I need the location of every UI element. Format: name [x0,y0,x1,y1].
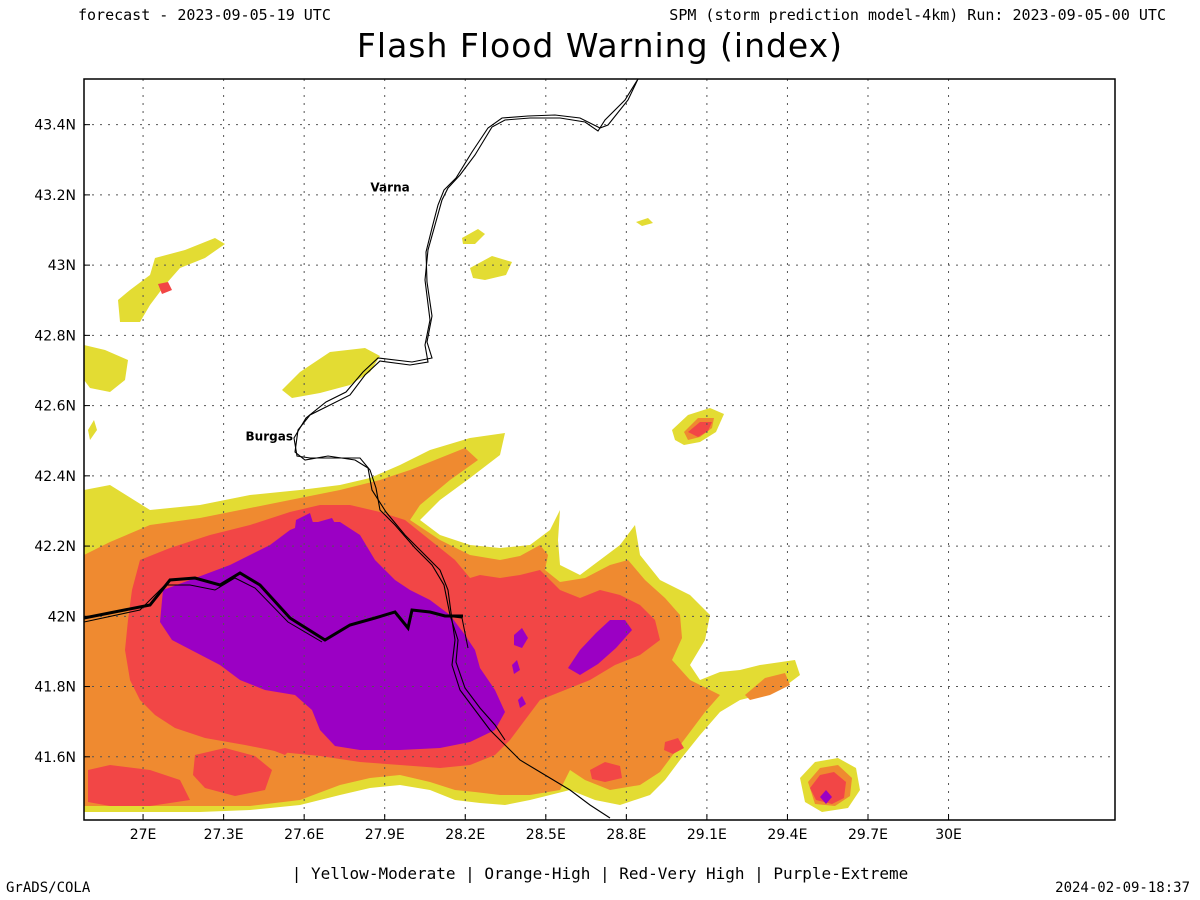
model-run-info: SPM (storm prediction model-4km) Run: 20… [669,6,1166,24]
very-high-zone-south-1 [88,765,190,806]
forecast-time: forecast - 2023-09-05-19 UTC [78,6,331,24]
map-grid [84,79,1115,820]
very-high-zone-south-2 [193,748,272,796]
software-credit: GrADS/COLA [6,880,91,896]
y-tick-label: 42.8N [34,328,76,344]
plot-frame [83,78,1116,821]
city-label-varna: Varna [370,180,409,194]
moderate-zone-4 [462,229,485,244]
y-tick-label: 42.2N [34,539,76,555]
coastline-2 [293,79,639,741]
extreme-zone-north-2 [318,518,337,530]
x-axis-ticks: 27E 27.3E 27.6E 27.9E 28.2E 28.5E 28.8E 29.1E 29… [130,814,962,843]
y-tick-label: 43.2N [34,188,76,204]
x-tick-label: 29.4E [767,827,807,843]
extreme-zone-north-1 [295,513,314,532]
moderate-zone-7 [636,218,653,226]
y-axis-ticks: 41.6N 41.8N 42N 42.2N 42.4N 42.6N 42.8N 43N 43.2… [34,118,90,766]
very-high-zone-s5 [270,730,295,755]
very-high-zone-south-3 [590,762,622,782]
very-high-zone-east [810,772,846,804]
y-tick-label: 41.6N [34,750,76,766]
warning-field [84,218,860,812]
x-tick-label: 27.6E [284,827,324,843]
y-tick-label: 41.8N [34,680,76,696]
extreme-zone-east-2 [514,628,528,648]
city-label-burgas: Burgas [246,430,293,444]
moderate-zone-west [84,345,128,392]
extreme-zone-east-1 [568,620,632,675]
boundaries [84,79,639,819]
y-tick-label: 42.6N [34,399,76,415]
extreme-zone-east-4 [518,696,526,708]
moderate-zone-8 [88,420,97,440]
national-border [84,571,463,642]
extreme-zone-east-3 [512,660,520,674]
moderate-zone-2 [282,348,380,398]
moderate-zone-3 [470,256,512,280]
x-tick-label: 28.5E [526,827,566,843]
x-tick-label: 30E [935,827,962,843]
x-tick-label: 27E [130,827,157,843]
extreme-zone-dot [820,790,832,804]
border-inner [444,615,469,649]
moderate-zone-1 [118,238,225,322]
y-tick-label: 43N [48,258,76,274]
intensity-legend: | Yellow-Moderate | Orange-High | Red-Ve… [291,864,909,883]
render-timestamp: 2024-02-09-18:37 [1055,880,1190,896]
x-tick-label: 29.7E [848,827,888,843]
very-high-zone-ne [688,422,712,437]
high-zone-east-1 [745,673,790,700]
x-tick-label: 28.8E [606,827,646,843]
very-high-zone-south-4 [664,738,684,754]
y-tick-label: 42N [48,609,76,625]
map-title: Flash Flood Warning (index) [356,26,844,65]
x-tick-label: 29.1E [687,827,727,843]
x-tick-label: 27.3E [204,827,244,843]
x-tick-label: 28.2E [445,827,485,843]
x-tick-label: 27.9E [365,827,405,843]
national-border-thin [84,577,323,643]
very-high-zone-w [158,282,172,294]
city-labels: Varna Burgas [246,180,410,443]
y-tick-label: 43.4N [34,118,76,134]
y-tick-label: 42.4N [34,469,76,485]
